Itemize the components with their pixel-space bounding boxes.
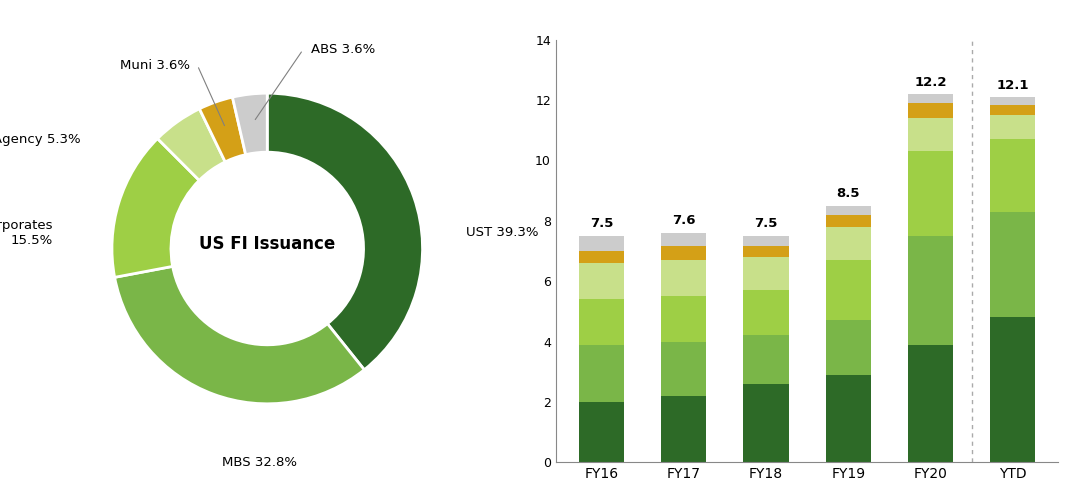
Bar [743,257,789,290]
Bar [661,341,707,396]
Bar [908,152,954,236]
Bar [661,233,707,247]
Bar [908,103,954,118]
Text: Agency 5.3%: Agency 5.3% [0,133,81,146]
Text: 7.5: 7.5 [755,218,777,231]
Bar [990,97,1036,105]
Wedge shape [200,97,246,162]
Bar [578,263,624,299]
Bar [578,344,624,402]
Bar [825,321,871,375]
Text: MBS 32.8%: MBS 32.8% [222,456,297,469]
Bar [908,344,954,462]
Bar [661,396,707,462]
Text: Muni 3.6%: Muni 3.6% [120,59,189,72]
Wedge shape [114,266,365,404]
Bar [908,118,954,152]
Bar [661,260,707,296]
Bar [578,236,624,251]
Bar [825,215,871,227]
Bar [661,247,707,260]
Bar [578,251,624,263]
Text: 12.1: 12.1 [996,79,1029,91]
Bar [825,227,871,260]
Bar [743,384,789,462]
Wedge shape [267,93,422,370]
Bar [743,290,789,335]
Text: 12.2: 12.2 [914,76,947,88]
Wedge shape [232,93,267,155]
Bar [743,247,789,257]
Bar [990,105,1036,115]
Bar [578,299,624,344]
Bar [990,212,1036,318]
Wedge shape [157,109,226,180]
Text: 8.5: 8.5 [837,187,859,200]
Wedge shape [112,139,199,277]
Bar [990,139,1036,212]
Bar [990,318,1036,462]
Text: US FI Issuance: US FI Issuance [199,235,336,253]
Bar [743,335,789,384]
Bar [908,94,954,103]
Bar [578,402,624,462]
Bar [825,375,871,462]
Bar [661,296,707,341]
Bar [743,236,789,247]
Text: 7.6: 7.6 [672,214,696,228]
Bar [825,206,871,215]
Text: UST 39.3%: UST 39.3% [466,227,539,240]
Text: ABS 3.6%: ABS 3.6% [311,43,375,56]
Bar [908,236,954,344]
Bar [825,260,871,321]
Text: 7.5: 7.5 [590,218,613,231]
Text: Corporates
15.5%: Corporates 15.5% [0,219,53,247]
Bar [990,115,1036,139]
